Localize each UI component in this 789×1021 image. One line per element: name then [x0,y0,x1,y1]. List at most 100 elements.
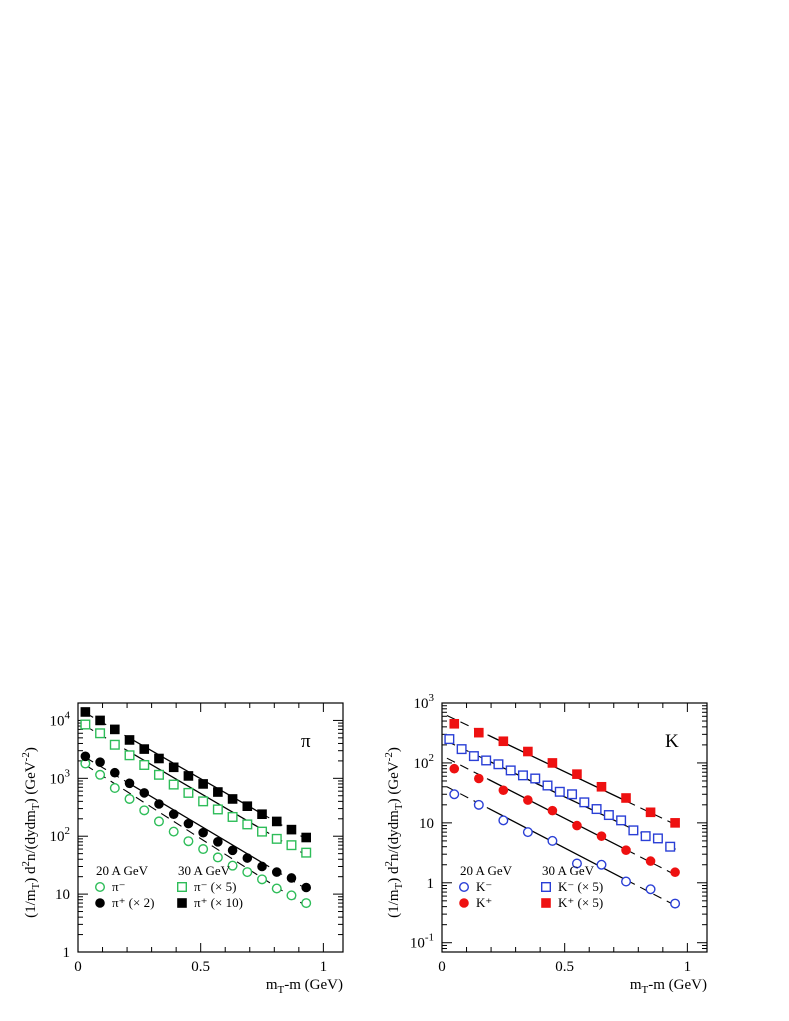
data-point [168,826,179,837]
data-point [645,807,656,818]
panel-label: π [301,731,311,752]
data-point [257,861,267,872]
data-point [571,858,582,869]
data-point [665,841,676,852]
data-point [242,801,253,811]
fit-line-extrapolation [626,849,678,877]
data-point [542,780,553,791]
data-point [183,818,194,829]
legend-entry: K⁺ (× 5) [558,895,603,910]
data-point [124,778,135,789]
data-point [616,815,627,826]
data-point [80,751,91,762]
y-axis-title: (1/mT) d2n/(dydmT) (GeV-2) [20,747,42,918]
data-point [286,873,297,883]
data-point [198,844,209,855]
y-axis-title: (1/mT) d2n/(dydmT) (GeV-2) [383,747,405,918]
data-point [301,832,311,843]
data-point [596,859,607,870]
data-point [522,827,533,838]
data-point [271,816,282,827]
data-point [242,819,253,830]
data-point [572,820,582,831]
data-point [95,769,106,780]
data-point [591,804,602,815]
data-point [670,818,680,828]
plot-frame [77,702,344,953]
legend-entry: K⁺ [476,895,492,910]
data-point [645,856,656,866]
data-point [444,734,455,745]
fit-line-extrapolation [85,712,127,737]
data-point [301,882,311,893]
data-point [621,845,631,855]
x-tick-label: 1 [320,959,328,975]
data-point [124,750,135,761]
data-point [124,735,135,745]
legend-marker [459,898,469,908]
data-point [530,773,541,784]
legend-marker [177,898,187,908]
legend-marker [459,882,470,893]
data-point [154,799,164,809]
data-point [596,781,607,792]
data-point [198,796,209,807]
data-point [183,771,194,781]
data-point [547,805,558,816]
x-tick-label: 1 [684,959,692,975]
data-point [603,810,614,821]
data-point [554,786,565,797]
legend-marker [541,882,552,893]
data-point [213,787,223,797]
data-point [628,825,639,836]
legend-marker [95,898,105,908]
data-point [670,898,681,909]
data-point [109,739,120,750]
data-point [286,824,297,835]
data-point [523,795,533,805]
fit-line-extrapolation [85,725,127,751]
data-point [547,835,558,846]
x-tick-label: 0.5 [555,959,574,975]
data-point [286,840,297,851]
legend-entry: K⁻ [476,879,492,894]
data-point [153,769,164,780]
legend-entry: π⁻ (× 5) [194,879,236,894]
data-point [110,767,120,778]
data-point [213,837,223,847]
legend-entry: K⁻ (× 5) [558,879,603,894]
plot-frame [441,702,708,953]
data-point [242,853,253,863]
kaon-spectra-panel: 0 0.5 1 10-1 1 10 102 103 mT-m (GeV) (1/mT) d2n/(… [383,692,708,996]
data-point [139,744,150,754]
data-point [621,793,631,803]
data-point [449,789,460,800]
fit-line-extrapolation [85,756,127,783]
y-tick-label: 1 [427,876,435,892]
data-point [227,860,238,871]
data-point [271,833,282,844]
x-tick-label: 0 [74,959,82,975]
data-point [168,809,179,820]
data-point [95,728,106,739]
data-point [257,874,268,885]
data-point [139,788,150,798]
y-tick-label: 10-1 [410,932,434,952]
data-point [474,773,484,784]
data-point [505,765,516,776]
data-point [579,797,590,808]
data-point [645,884,656,895]
pion-spectra-panel: 0 0.5 1 1 10 102 103 104 mT-m (GeV) (1/mT) d2n/(d… [20,702,344,996]
data-point [80,719,91,730]
x-axis-title: mT-m (GeV) [266,977,343,996]
data-point [139,805,150,816]
data-point [198,827,208,838]
data-point [95,757,105,767]
data-point [271,883,282,894]
y-tick-label: 103 [50,767,71,787]
y-tick-label: 10 [419,816,434,832]
data-point [212,804,223,815]
legend-entry: π⁺ (× 10) [194,895,243,910]
fit-line-extrapolation [626,879,678,908]
data-point [95,715,105,726]
